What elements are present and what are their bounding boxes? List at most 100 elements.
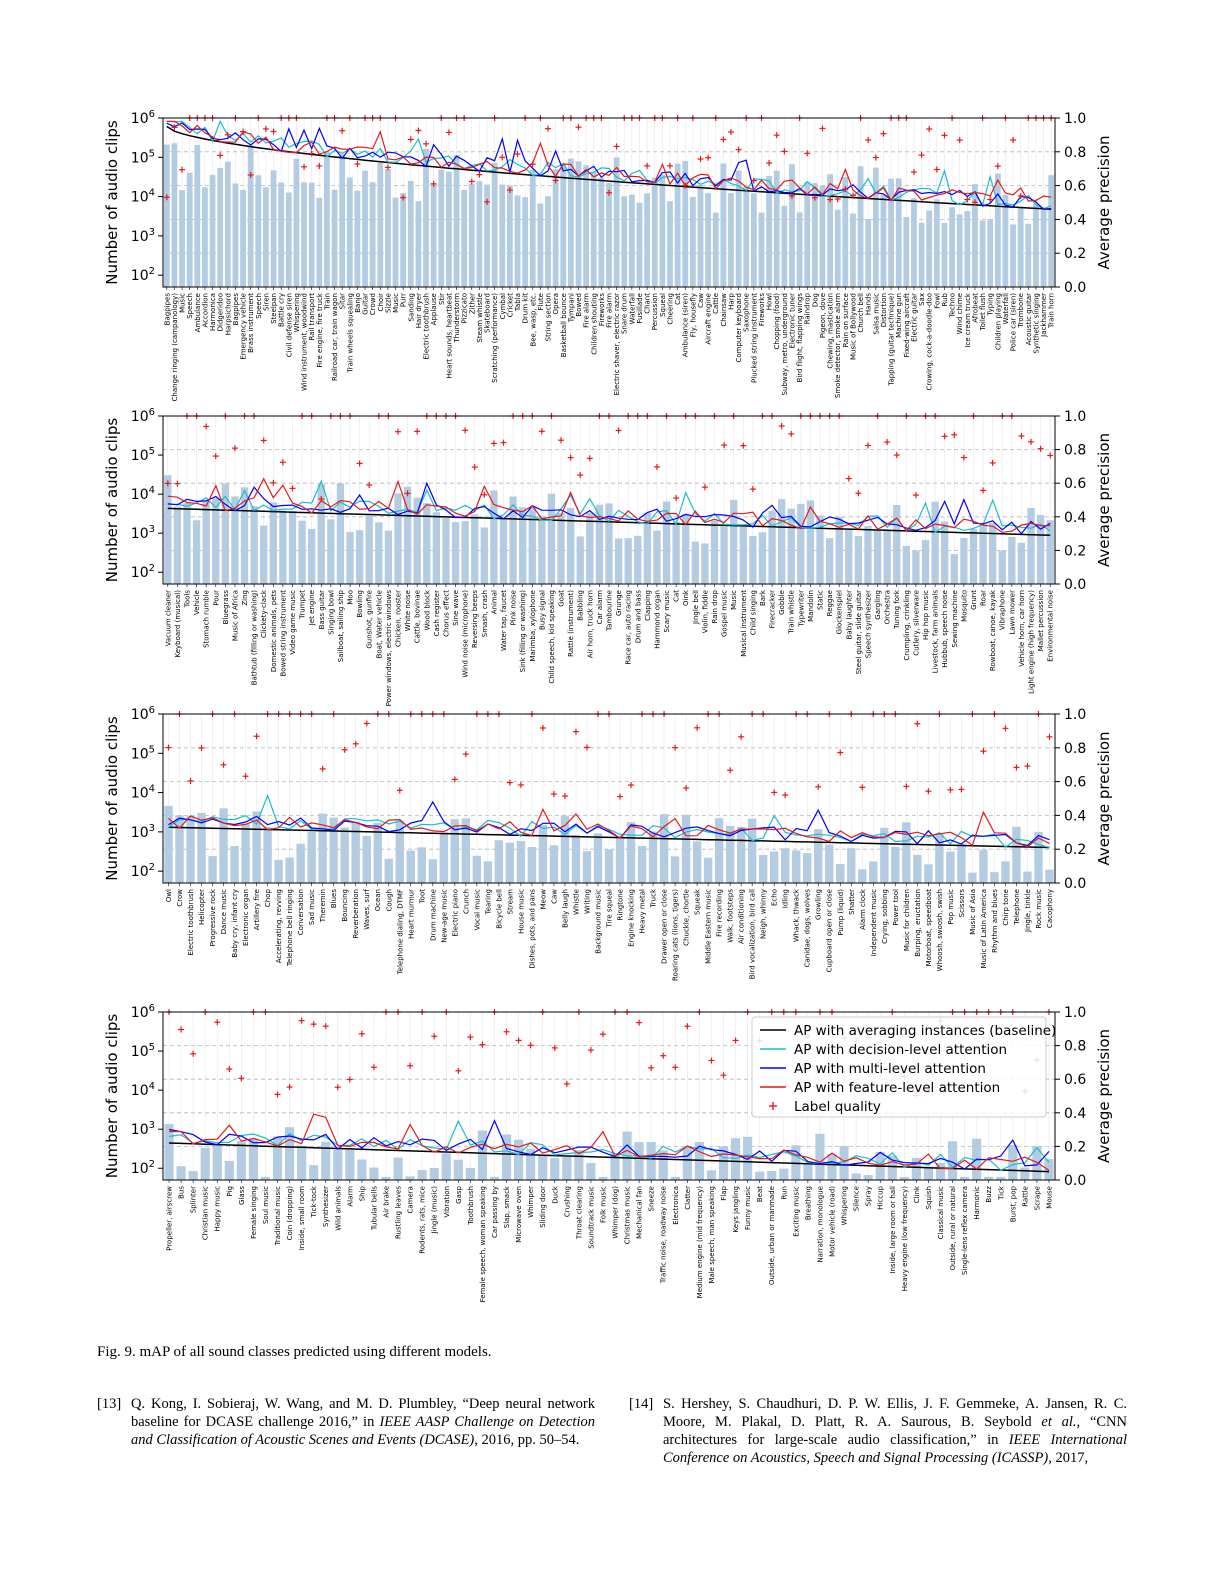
bar-clip-count	[263, 827, 272, 883]
panel-3: 102 103 104 105 106 0.0 0.2 0.4 0.6 0.8 1.0 Number …	[103, 705, 1113, 981]
bar-clip-count	[662, 501, 671, 584]
figure-caption: Fig. 9. mAP of all sound classes predict…	[97, 1344, 492, 1361]
label-quality-marker	[964, 196, 971, 203]
bar-clip-count	[385, 168, 391, 287]
bar-clip-count	[192, 520, 201, 584]
class-tick-label: Air brake	[383, 1186, 391, 1218]
class-tick-label: Crowd	[369, 293, 377, 315]
bar-clip-count	[728, 193, 734, 287]
label-quality-marker	[781, 148, 788, 155]
bar-clip-count	[514, 195, 521, 287]
bar-clip-count	[179, 190, 185, 287]
label-quality-marker	[517, 781, 524, 788]
label-quality-marker	[587, 1047, 594, 1054]
bar-clip-count	[880, 194, 887, 287]
bar-clip-count	[803, 853, 812, 883]
right-tick-label: 0.8	[1064, 145, 1086, 161]
class-tick-label: New-age music	[440, 889, 448, 943]
class-tick-label: Flute	[537, 293, 545, 310]
label-quality-marker	[586, 455, 593, 462]
bar-clip-count	[333, 1149, 343, 1180]
class-tick-label: Crushing	[563, 1186, 571, 1217]
class-tick-label: Livestock, farm animals	[932, 590, 940, 674]
bar-clip-count	[407, 180, 414, 287]
bar-clip-count	[796, 212, 803, 287]
label-quality-marker	[298, 1017, 305, 1024]
class-tick-label: Christian music	[202, 1186, 210, 1240]
bar-clip-count	[643, 512, 652, 584]
label-quality-marker	[1037, 445, 1044, 452]
class-tick-label: Rattle	[1021, 1186, 1029, 1207]
class-tick-label: Music for children	[903, 889, 911, 951]
bar-clip-count	[1002, 194, 1009, 287]
reference-number: [13]	[97, 1396, 122, 1412]
class-tick-label: Wind noise (microphone)	[462, 590, 470, 678]
legend-item: AP with feature-level attention	[760, 1080, 1000, 1096]
bar-clip-count	[873, 529, 882, 584]
bar-clip-count	[787, 508, 795, 584]
class-tick-label: Pink noise	[510, 590, 518, 625]
bar-clip-count	[260, 525, 268, 584]
class-tick-label: Water tap, faucet	[500, 590, 508, 651]
bar-clip-count	[888, 178, 894, 287]
label-quality-marker	[577, 472, 584, 479]
class-tick-label: Progressive rock	[209, 888, 217, 946]
class-tick-label: Vacuum cleaner	[164, 590, 172, 646]
bar-clip-count	[400, 193, 407, 287]
bar-clip-count	[651, 177, 658, 287]
class-tick-label: Squish	[925, 1186, 933, 1209]
right-tick-label: 0.0	[1064, 577, 1086, 593]
class-tick-label: Howl	[766, 293, 774, 310]
class-tick-label: Keyboard (musical)	[174, 590, 182, 658]
right-tick-label: 0.4	[1064, 1106, 1086, 1122]
right-tick-label: 0.4	[1064, 510, 1086, 526]
bar-clip-count	[362, 170, 368, 287]
bar-clip-count	[468, 184, 475, 287]
bar-clip-count	[637, 846, 647, 883]
bar-clip-count	[255, 175, 262, 287]
class-tick-label: Squeak	[694, 888, 702, 915]
right-tick-label: 0.8	[1064, 741, 1086, 757]
right-tick-label: 0.6	[1064, 775, 1086, 791]
class-tick-label: Growling	[815, 889, 823, 920]
right-tick-label: 0.0	[1064, 876, 1086, 892]
class-tick-label: Lawn mower	[1008, 590, 1016, 635]
class-tick-label: Fire recording	[716, 889, 724, 937]
reference-number: [14]	[629, 1396, 654, 1412]
bar-clip-count	[471, 514, 479, 584]
label-quality-marker	[551, 1044, 558, 1051]
class-tick-label: Caw	[550, 889, 558, 904]
reference-text: S. Hershey, S. Chaudhuri, D. P. W. Ellis…	[663, 1396, 1127, 1466]
series-line-3	[168, 800, 1050, 847]
label-quality-marker	[455, 1067, 462, 1074]
class-tick-label: Hip hop music	[922, 590, 930, 640]
class-tick-label: Plucked string instrument	[750, 293, 758, 383]
bar-clip-count	[446, 171, 452, 287]
class-tick-label: Ringtone	[617, 889, 625, 920]
bar-clip-count	[739, 526, 747, 584]
class-tick-label: House music	[517, 889, 525, 934]
bar-clip-count	[674, 163, 681, 287]
label-quality-marker	[394, 428, 401, 435]
bar-clip-count	[960, 1176, 970, 1180]
bar-clip-count	[202, 187, 208, 287]
class-tick-label: Scissors	[958, 889, 966, 918]
bar-clip-count	[887, 1155, 897, 1180]
bar-clip-count	[1008, 536, 1016, 584]
label-quality-marker	[617, 793, 624, 800]
class-tick-label: Breathing	[804, 1186, 812, 1220]
class-tick-label: Techno	[949, 293, 957, 318]
bar-clip-count	[176, 1166, 186, 1180]
class-tick-label: Hammond organ	[653, 590, 661, 649]
bar-clip-count	[248, 1138, 258, 1180]
bar-clip-count	[1025, 223, 1032, 287]
class-tick-label: Cat	[673, 590, 681, 602]
left-axis-label: Number of audio clips	[103, 1014, 121, 1179]
class-tick-label: Cymbal	[499, 293, 507, 320]
class-tick-label: Chirp tone	[1002, 889, 1010, 926]
label-quality-marker	[318, 496, 325, 503]
class-tick-label: Vehicle	[193, 590, 201, 615]
class-tick-label: Flap	[720, 1185, 728, 1200]
label-quality-marker	[339, 127, 346, 134]
class-tick-label: Speech synthesizer	[864, 590, 872, 658]
